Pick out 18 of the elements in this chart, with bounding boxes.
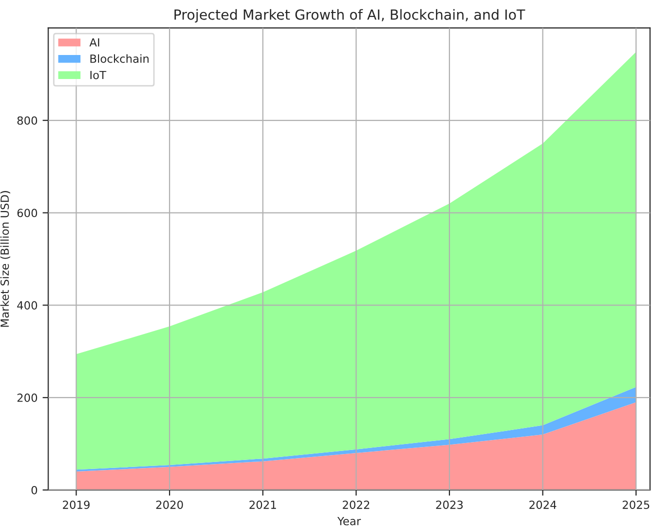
legend-label: IoT <box>90 70 106 80</box>
x-tick-label: 2024 <box>529 500 556 509</box>
x-tick-label: 2021 <box>250 500 276 509</box>
y-tick-label: 800 <box>17 116 38 125</box>
y-tick-label: 200 <box>17 394 38 402</box>
x-tick-label: 2022 <box>342 500 370 509</box>
chart-title: Projected Market Growth of AI, Blockchain, and IoT <box>174 9 526 23</box>
x-axis-title: Year <box>337 517 361 526</box>
legend-label: Blockchain <box>90 54 149 63</box>
y-axis-title: Market Size (Billion USD) <box>0 191 10 327</box>
legend-label: AI <box>89 38 100 46</box>
y-tick-label: 600 <box>17 208 38 218</box>
x-tick-label: 2023 <box>436 500 463 509</box>
y-tick-label: 0 <box>31 486 38 494</box>
x-tick-label: 2025 <box>622 500 650 509</box>
x-tick-label: 2020 <box>156 500 183 509</box>
y-tick-label: 400 <box>17 301 38 310</box>
x-tick-label: 2019 <box>62 500 90 509</box>
